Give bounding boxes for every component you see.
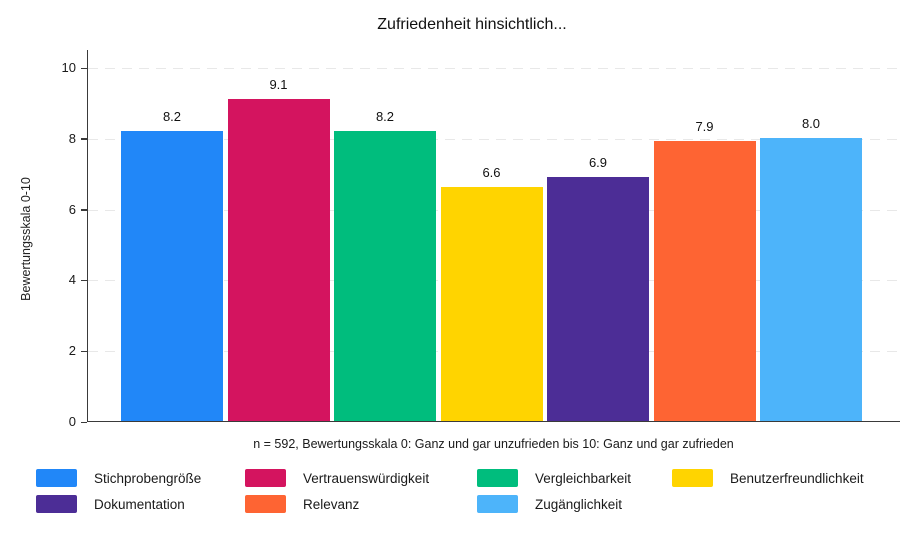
legend-swatch (672, 469, 713, 487)
legend-swatch (36, 495, 77, 513)
bar-value-label: 6.6 (482, 165, 501, 181)
bar-1 (121, 130, 223, 421)
legend-item-7: Zugänglichkeit (477, 495, 672, 513)
y-tick-mark (81, 138, 87, 140)
legend-item-4: Benutzerfreundlichkeit (672, 469, 864, 487)
y-tick-label: 6 (68, 201, 76, 217)
gridline (88, 138, 898, 140)
legend-label: Relevanz (303, 496, 360, 512)
y-tick-label: 2 (68, 343, 76, 359)
legend-swatch (245, 495, 286, 513)
legend-label: Dokumentation (94, 496, 185, 512)
legend-item-2: Vertrauenswürdigkeit (245, 469, 477, 487)
y-tick-label: 8 (68, 130, 76, 146)
bar-3 (334, 130, 436, 421)
y-tick-label: 4 (68, 272, 76, 288)
chart-footnote: n = 592, Bewertungsskala 0: Ganz und gar… (253, 437, 734, 451)
bar-value-label: 6.9 (588, 154, 608, 170)
legend-item-1: Stichprobengröße (36, 469, 245, 487)
y-tick-mark (81, 67, 87, 69)
legend-label: Stichprobengröße (94, 470, 202, 486)
plot-area: 0 2 4 6 8 10 8.2 9.1 8.2 6.6 6.9 7.9 8.0 (62, 50, 900, 429)
y-tick-mark (81, 350, 87, 353)
bar-value-label: 9.1 (269, 76, 288, 92)
bar-value-label: 8.2 (162, 108, 182, 124)
chart-legend: Stichprobengröße Vertrauenswürdigkeit Verg… (36, 469, 864, 513)
legend-label: Zugänglichkeit (535, 496, 623, 512)
legend-item-5: Dokumentation (36, 495, 245, 513)
bar-value-label: 8.0 (801, 115, 821, 131)
y-tick-mark (81, 421, 87, 423)
legend-item-3: Vergleichbarkeit (477, 469, 672, 487)
y-tick-mark (81, 279, 87, 282)
bar-7 (760, 137, 862, 421)
bar-value-label: 7.9 (695, 119, 714, 135)
legend-swatch (36, 469, 77, 487)
legend-swatch (245, 469, 286, 487)
legend-label: Vertrauenswürdigkeit (303, 470, 430, 486)
y-tick-label: 0 (68, 414, 76, 429)
legend-label: Benutzerfreundlichkeit (730, 470, 864, 486)
bar-4 (440, 187, 543, 421)
chart-title: Zufriedenheit hinsichtlich... (377, 16, 567, 33)
y-tick-mark (81, 209, 87, 211)
bar-2 (227, 98, 330, 421)
y-axis-title: Bewertungsskala 0-10 (19, 177, 33, 301)
legend-swatch (477, 495, 518, 513)
y-tick-label: 10 (61, 60, 76, 75)
legend-swatch (477, 469, 518, 487)
bar-6 (653, 141, 756, 421)
gridline (88, 68, 898, 69)
legend-item-6: Relevanz (245, 495, 477, 513)
legend-label: Vergleichbarkeit (535, 470, 632, 486)
bar-value-label: 8.2 (375, 108, 395, 124)
bar-5 (547, 176, 649, 421)
